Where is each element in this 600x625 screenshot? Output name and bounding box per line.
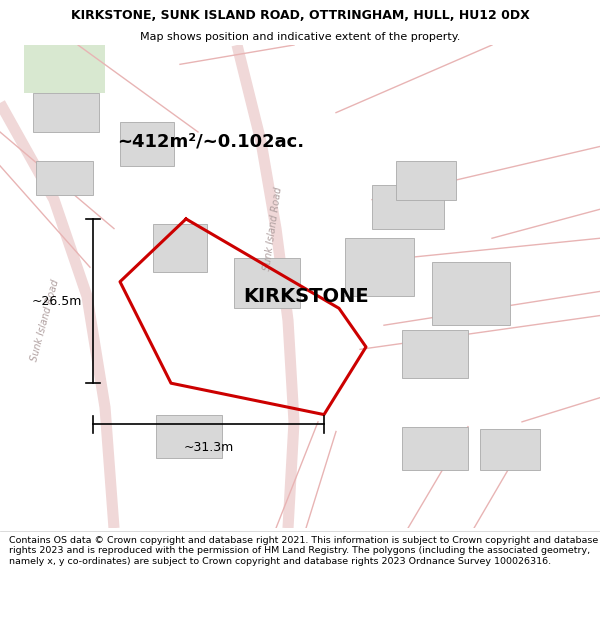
Polygon shape [480,429,540,470]
Polygon shape [345,238,414,296]
Text: ~31.3m: ~31.3m [184,441,233,454]
Polygon shape [36,161,93,195]
Text: KIRKSTONE: KIRKSTONE [243,287,369,306]
Text: Sunk Island Road: Sunk Island Road [262,186,284,271]
Text: ~26.5m: ~26.5m [32,294,82,308]
Text: Contains OS data © Crown copyright and database right 2021. This information is : Contains OS data © Crown copyright and d… [9,536,598,566]
Text: Map shows position and indicative extent of the property.: Map shows position and indicative extent… [140,32,460,43]
Polygon shape [120,122,174,166]
Text: ~412m²/~0.102ac.: ~412m²/~0.102ac. [117,132,304,151]
Polygon shape [153,224,207,272]
Polygon shape [156,414,222,458]
Text: KIRKSTONE, SUNK ISLAND ROAD, OTTRINGHAM, HULL, HU12 0DX: KIRKSTONE, SUNK ISLAND ROAD, OTTRINGHAM,… [71,9,529,22]
Polygon shape [396,161,456,199]
Polygon shape [234,258,300,308]
Polygon shape [33,93,99,132]
Polygon shape [24,45,105,93]
Polygon shape [372,185,444,229]
Text: Sunk Island Road: Sunk Island Road [29,278,61,362]
Polygon shape [402,427,468,470]
Polygon shape [432,262,510,325]
Polygon shape [402,330,468,378]
